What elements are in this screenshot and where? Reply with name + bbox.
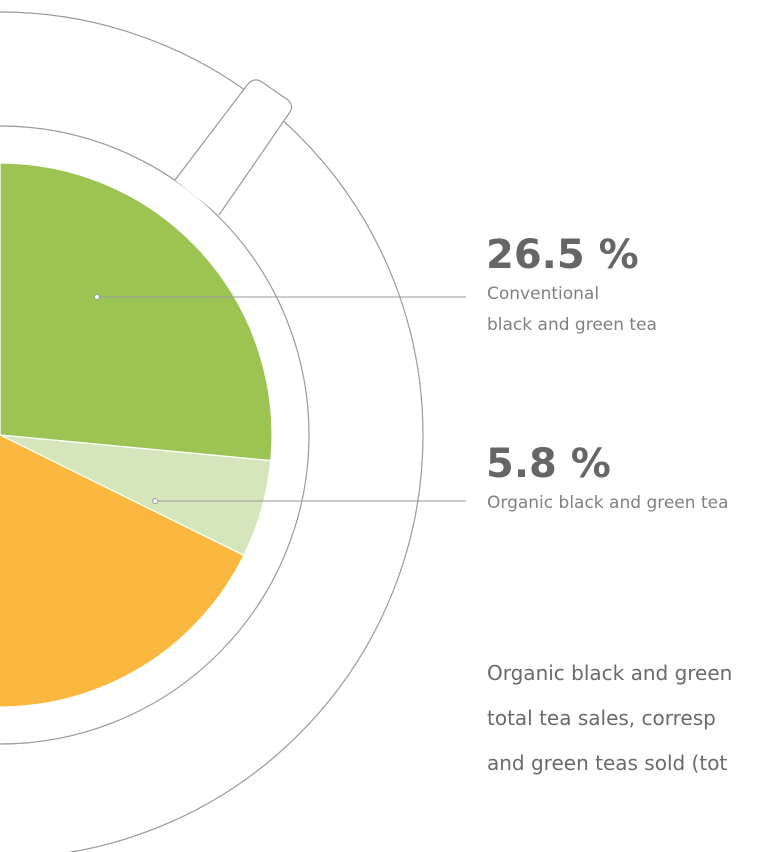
category-label: Conventional black and green tea (487, 284, 657, 335)
note-line: Organic black and green (487, 661, 732, 685)
pie-slice (0, 162, 273, 462)
pie (0, 162, 273, 708)
labels: 26.5 % Conventional black and green tea 5.8… (93, 232, 732, 775)
cup-outline (0, 11, 424, 852)
note-line: and green teas sold (tot (487, 751, 727, 775)
leader-dot (152, 498, 159, 504)
cup-inner (0, 125, 310, 745)
cup-outer (0, 11, 424, 852)
leader-dot (93, 294, 100, 300)
cup-handle (174, 79, 293, 216)
pie-slice (0, 162, 245, 708)
value-label: 26.5 % (486, 232, 639, 278)
category-label: Organic black and green tea (487, 493, 729, 513)
value-label: 5.8 % (486, 441, 611, 487)
note-line: total tea sales, corresp (487, 706, 716, 730)
